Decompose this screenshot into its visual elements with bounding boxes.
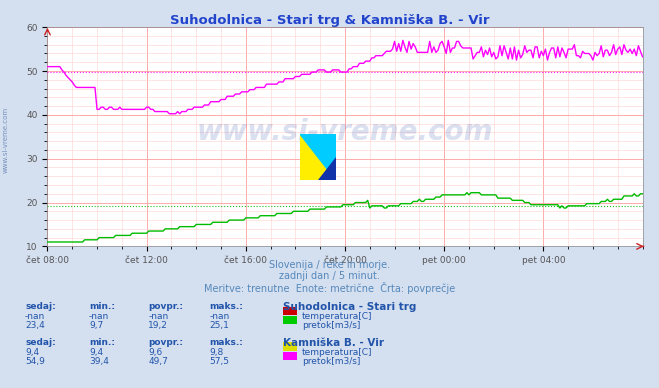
Text: temperatura[C]: temperatura[C] — [302, 312, 372, 321]
Polygon shape — [300, 134, 336, 180]
Polygon shape — [300, 134, 336, 180]
Text: www.si-vreme.com: www.si-vreme.com — [2, 107, 9, 173]
Text: min.:: min.: — [89, 338, 115, 346]
Text: 9,4: 9,4 — [25, 348, 39, 357]
Text: 49,7: 49,7 — [148, 357, 168, 366]
Text: 9,4: 9,4 — [89, 348, 103, 357]
Text: 57,5: 57,5 — [210, 357, 229, 366]
Text: Suhodolnica - Stari trg & Kamniška B. - Vir: Suhodolnica - Stari trg & Kamniška B. - … — [170, 14, 489, 27]
Text: Kamniška B. - Vir: Kamniška B. - Vir — [283, 338, 384, 348]
Text: 39,4: 39,4 — [89, 357, 109, 366]
Text: -nan: -nan — [25, 312, 45, 321]
Text: povpr.:: povpr.: — [148, 302, 183, 311]
Text: 23,4: 23,4 — [25, 321, 45, 330]
Text: pretok[m3/s]: pretok[m3/s] — [302, 321, 360, 330]
Text: 9,8: 9,8 — [210, 348, 224, 357]
Polygon shape — [318, 157, 336, 180]
Text: povpr.:: povpr.: — [148, 338, 183, 346]
Text: 54,9: 54,9 — [25, 357, 45, 366]
Text: Suhodolnica - Stari trg: Suhodolnica - Stari trg — [283, 302, 416, 312]
Text: 9,6: 9,6 — [148, 348, 163, 357]
Text: -nan: -nan — [210, 312, 230, 321]
Text: maks.:: maks.: — [210, 302, 243, 311]
Text: zadnji dan / 5 minut.: zadnji dan / 5 minut. — [279, 271, 380, 281]
Text: -nan: -nan — [148, 312, 169, 321]
Text: sedaj:: sedaj: — [25, 302, 56, 311]
Text: pretok[m3/s]: pretok[m3/s] — [302, 357, 360, 366]
Text: 9,7: 9,7 — [89, 321, 103, 330]
Text: Meritve: trenutne  Enote: metrične  Črta: povprečje: Meritve: trenutne Enote: metrične Črta: … — [204, 282, 455, 294]
Text: Slovenija / reke in morje.: Slovenija / reke in morje. — [269, 260, 390, 270]
Text: temperatura[C]: temperatura[C] — [302, 348, 372, 357]
Text: 19,2: 19,2 — [148, 321, 168, 330]
Text: 25,1: 25,1 — [210, 321, 229, 330]
Text: www.si-vreme.com: www.si-vreme.com — [197, 118, 493, 146]
Text: min.:: min.: — [89, 302, 115, 311]
Text: -nan: -nan — [89, 312, 109, 321]
Text: maks.:: maks.: — [210, 338, 243, 346]
Text: sedaj:: sedaj: — [25, 338, 56, 346]
